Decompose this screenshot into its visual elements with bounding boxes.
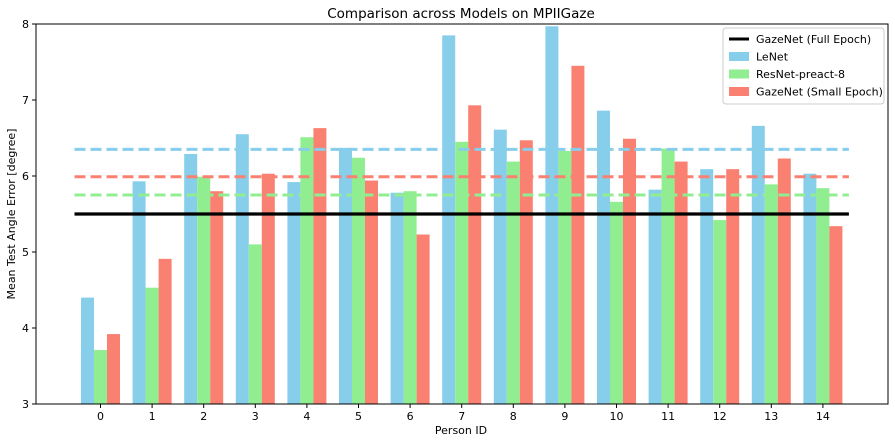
bar-lenet-11	[648, 189, 662, 404]
bar-resnet-preact-8-8	[506, 161, 520, 404]
x-tick-label-7: 7	[458, 410, 465, 423]
bar-lenet-12	[700, 169, 714, 404]
y-tick-label-4: 4	[22, 322, 29, 335]
x-tick-label-1: 1	[149, 410, 156, 423]
bar-resnet-preact-8-12	[713, 220, 727, 404]
bar-resnet-preact-8-1	[145, 287, 159, 404]
x-tick-label-9: 9	[561, 410, 568, 423]
x-tick-label-4: 4	[303, 410, 310, 423]
x-tick-label-14: 14	[816, 410, 830, 423]
legend-label-resnet-preact-8: ResNet-preact-8	[756, 68, 845, 81]
bar-lenet-0	[81, 297, 94, 404]
bar-resnet-preact-8-0	[94, 350, 107, 404]
bar-lenet-8	[493, 129, 507, 404]
chart-title: Comparison across Models on MPIIGaze	[327, 6, 595, 22]
legend-box	[722, 27, 885, 105]
bar-resnet-preact-8-14	[816, 188, 830, 404]
bar-gazenet-small-epoch-2	[210, 191, 224, 404]
bar-resnet-preact-8-13	[764, 184, 778, 404]
bar-gazenet-small-epoch-0	[107, 334, 120, 404]
bar-resnet-preact-8-6	[403, 191, 417, 404]
bar-resnet-preact-8-4	[300, 137, 314, 405]
x-tick-label-13: 13	[764, 410, 778, 423]
bar-resnet-preact-8-9	[558, 150, 572, 404]
bar-lenet-7	[442, 35, 456, 405]
bar-gazenet-small-epoch-9	[571, 65, 585, 405]
bar-gazenet-small-epoch-4	[313, 128, 327, 404]
x-tick-label-12: 12	[713, 410, 727, 423]
bar-gazenet-small-epoch-6	[416, 234, 430, 404]
y-tick-label-6: 6	[22, 170, 29, 183]
bar-gazenet-small-epoch-12	[726, 169, 740, 404]
bar-gazenet-small-epoch-3	[261, 173, 275, 404]
y-tick-label-8: 8	[22, 18, 29, 31]
bar-resnet-preact-8-2	[197, 176, 211, 404]
bar-gazenet-small-epoch-11	[674, 161, 688, 404]
bar-lenet-1	[132, 181, 146, 404]
x-tick-label-3: 3	[252, 410, 259, 423]
bar-resnet-preact-8-11	[661, 148, 675, 404]
y-tick-label-5: 5	[22, 246, 29, 259]
bar-lenet-14	[803, 173, 817, 404]
reference-lines-layer	[74, 147, 849, 216]
x-axis-label: Person ID	[435, 424, 487, 437]
y-axis-label: Mean Test Angle Error [degree]	[5, 129, 18, 300]
bar-lenet-13	[751, 125, 765, 404]
bar-gazenet-small-epoch-8	[519, 140, 533, 404]
bar-resnet-preact-8-5	[352, 157, 365, 404]
x-tick-label-0: 0	[97, 410, 104, 423]
bar-lenet-5	[339, 147, 352, 404]
bar-lenet-6	[390, 192, 404, 404]
legend-label-lenet: LeNet	[756, 51, 789, 64]
x-tick-label-10: 10	[610, 410, 624, 423]
bar-resnet-preact-8-7	[455, 141, 469, 405]
bar-lenet-3	[235, 134, 249, 404]
bar-lenet-10	[597, 110, 610, 404]
bar-gazenet-small-epoch-1	[158, 258, 172, 404]
y-tick-label-3: 3	[22, 398, 29, 411]
bar-gazenet-small-epoch-14	[829, 226, 843, 404]
bar-lenet-2	[184, 153, 198, 404]
bar-gazenet-small-epoch-7	[468, 105, 482, 404]
x-tick-label-6: 6	[407, 410, 414, 423]
x-tick-label-2: 2	[200, 410, 207, 423]
bar-gazenet-small-epoch-13	[777, 158, 791, 404]
x-tick-label-8: 8	[510, 410, 517, 423]
bar-gazenet-small-epoch-10	[623, 138, 636, 404]
legend: GazeNet (Full Epoch) LeNet ResNet-preact-8…	[722, 27, 885, 105]
x-tick-label-11: 11	[661, 410, 675, 423]
x-tick-label-5: 5	[355, 410, 362, 423]
bar-resnet-preact-8-10	[610, 201, 623, 404]
x-axis: 0 1 2 3 4 5 6 7 8 9 10 11 12 13 14	[97, 404, 830, 423]
legend-swatch-resnet-preact-8	[729, 69, 749, 79]
y-axis: 3 4 5 6 7 8	[22, 18, 36, 411]
legend-swatch-gazenet-small-epoch	[729, 87, 749, 96]
legend-swatch-lenet	[729, 52, 749, 61]
bars-layer	[81, 26, 843, 405]
legend-label-gazenet-small-epoch: GazeNet (Small Epoch)	[756, 86, 883, 99]
bar-lenet-4	[287, 182, 301, 404]
legend-label-gazenet-full-epoch: GazeNet (Full Epoch)	[756, 33, 871, 46]
y-tick-label-7: 7	[22, 94, 29, 107]
bar-gazenet-small-epoch-5	[365, 180, 378, 404]
bar-resnet-preact-8-3	[248, 244, 262, 404]
